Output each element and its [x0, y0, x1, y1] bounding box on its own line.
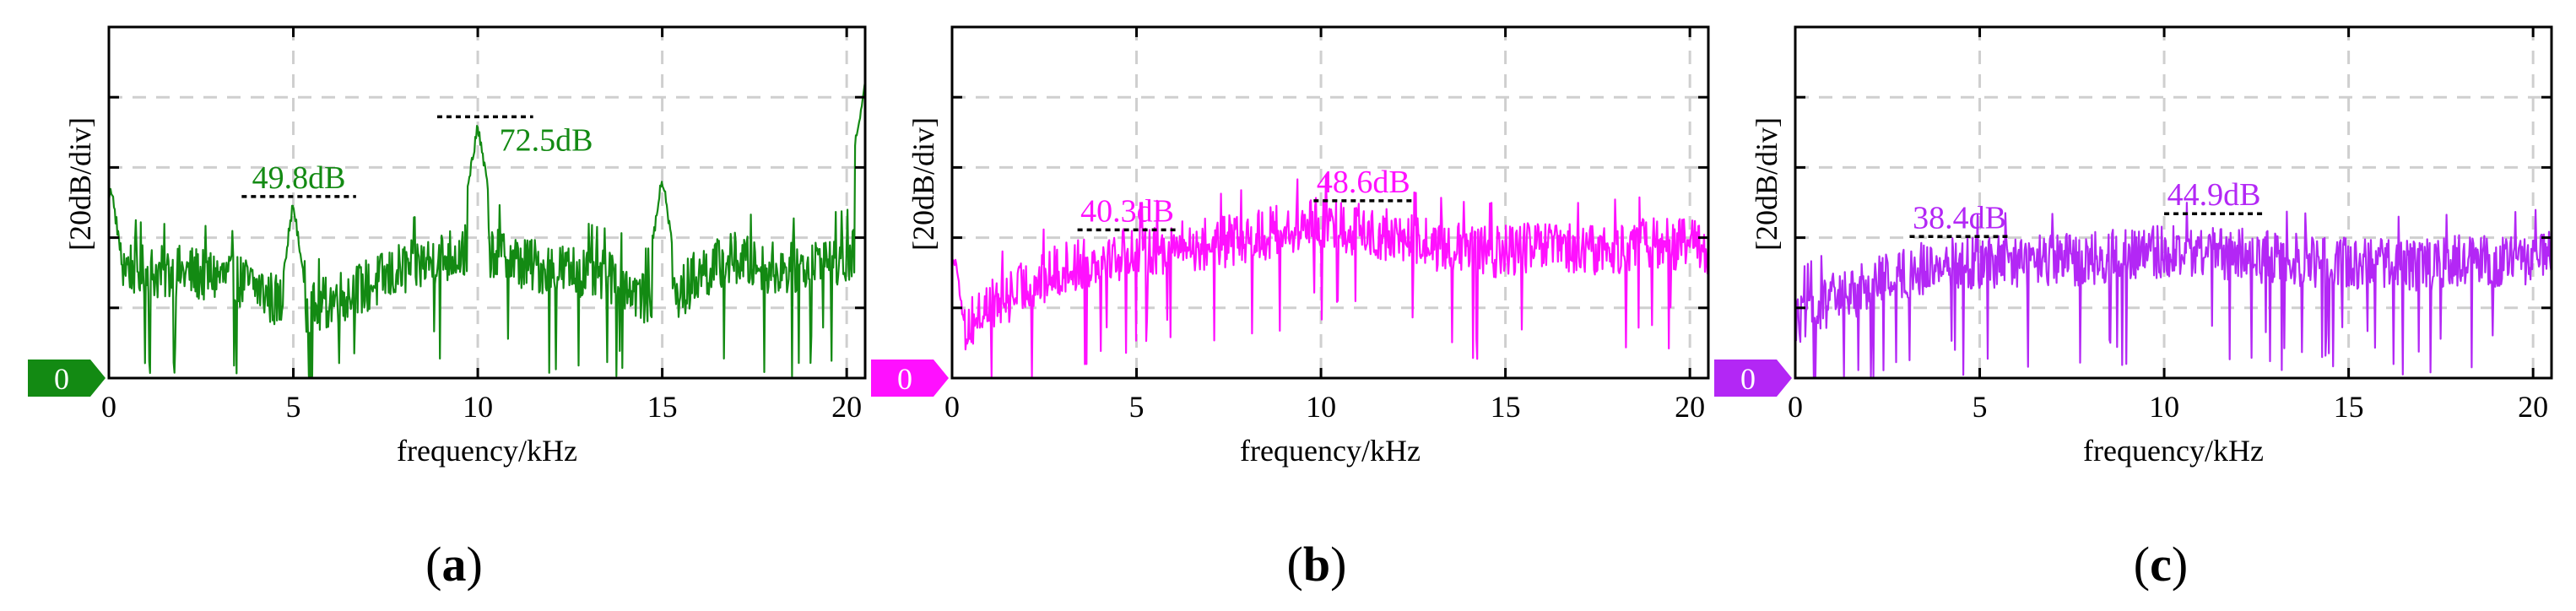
panel-caption: (a): [425, 537, 483, 592]
x-axis-label: frequency/kHz: [1240, 434, 1421, 468]
y-axis-label: [20dB/div]: [1750, 117, 1783, 251]
caption-letter: b: [1303, 537, 1330, 592]
panel-caption: (c): [2134, 537, 2188, 592]
x-tick-label: 10: [2149, 390, 2179, 424]
annotation-label: 49.8dB: [252, 160, 346, 196]
zero-marker: [871, 360, 949, 397]
y-axis-label: [20dB/div]: [906, 117, 940, 251]
annotation-label: 38.4dB: [1913, 200, 2006, 235]
annotation-label: 44.9dB: [2167, 177, 2261, 213]
spectrum-trace-c: [1794, 202, 2553, 377]
x-tick-label: 5: [1973, 390, 1988, 424]
x-tick-label: 10: [463, 390, 493, 424]
panel-caption: (b): [1287, 537, 1347, 592]
x-tick-label: 20: [1675, 390, 1705, 424]
spectrum-trace-a: [107, 81, 867, 377]
x-axis-label: frequency/kHz: [397, 434, 577, 468]
x-tick-label: 5: [286, 390, 301, 424]
x-axis-label: frequency/kHz: [2083, 434, 2264, 468]
zero-marker: [28, 360, 106, 397]
x-tick-label: 20: [831, 390, 862, 424]
x-tick-label: 0: [944, 390, 960, 424]
x-tick-label: 10: [1306, 390, 1336, 424]
y-axis-label: [20dB/div]: [63, 117, 97, 251]
x-tick-label: 5: [1129, 390, 1145, 424]
caption-paren-open: (: [2134, 537, 2150, 592]
x-tick-label: 20: [2518, 390, 2548, 424]
caption-paren-open: (: [1287, 537, 1303, 592]
plot-frame: [950, 25, 1710, 380]
caption-letter: a: [442, 537, 467, 592]
panel-c: 0 5 10 15 20 frequency/kHz [20dB/div] 0 38.4dB 44…: [1714, 25, 2553, 592]
x-tick-label: 0: [101, 390, 116, 424]
caption-paren-close: ): [2172, 537, 2188, 592]
plot-frame: [1794, 25, 2553, 380]
caption-paren-close: ): [467, 537, 483, 592]
annotation-label: 72.5dB: [500, 122, 593, 158]
x-tick-label: 0: [1788, 390, 1803, 424]
plot-frame: [107, 25, 867, 380]
x-tick-label: 15: [2334, 390, 2364, 424]
zero-marker-label: 0: [897, 362, 912, 396]
zero-marker-label: 0: [1740, 362, 1756, 396]
caption-letter: c: [2150, 537, 2172, 592]
panel-a: 0 5 10 15 20 frequency/kHz [20dB/div] 0 49.8dB 72…: [28, 25, 867, 592]
zero-marker-label: 0: [54, 362, 69, 396]
annotation-label: 40.3dB: [1080, 193, 1174, 229]
panel-b: 0 5 10 15 20 frequency/kHz [20dB/div] 0 40.3dB 48…: [871, 25, 1710, 592]
caption-paren-open: (: [425, 537, 441, 592]
annotation-label: 48.6dB: [1317, 165, 1410, 200]
caption-paren-close: ): [1330, 537, 1346, 592]
spectrum-trace-b: [950, 174, 1710, 377]
zero-marker: [1714, 360, 1792, 397]
x-tick-label: 15: [1491, 390, 1521, 424]
x-tick-label: 15: [647, 390, 678, 424]
